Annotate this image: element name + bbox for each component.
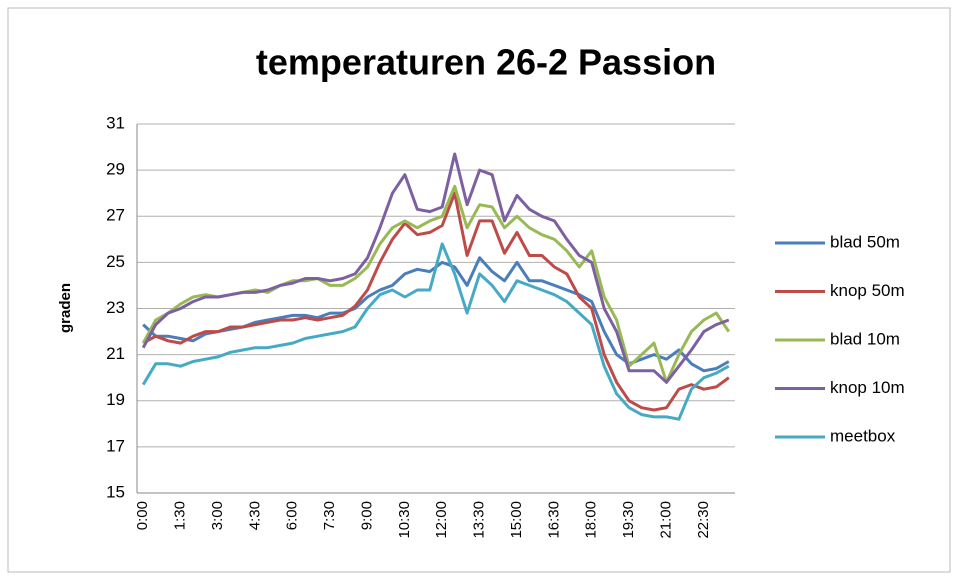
y-tick-label: 19 <box>106 390 125 409</box>
x-tick-label: 16:30 <box>545 501 562 539</box>
x-tick-label: 4:30 <box>246 501 263 530</box>
y-tick-label: 21 <box>106 344 125 363</box>
y-tick-label: 27 <box>106 206 125 225</box>
y-tick-label: 29 <box>106 160 125 179</box>
x-tick-label: 3:00 <box>209 501 226 530</box>
x-tick-label: 18:00 <box>583 501 600 539</box>
legend-label: knop 50m <box>830 281 905 300</box>
chart-title: temperaturen 26-2 Passion <box>256 42 716 83</box>
x-tick-label: 6:00 <box>284 501 301 530</box>
data-line <box>141 152 730 384</box>
x-tick-label: 13:30 <box>471 501 488 539</box>
legend-label: blad 10m <box>830 329 900 348</box>
x-tick-label: 19:30 <box>620 501 637 539</box>
x-tick-label: 21:00 <box>657 501 674 539</box>
x-tick-label: 15:00 <box>508 501 525 539</box>
data-line <box>142 191 730 412</box>
x-tick-label: 22:30 <box>695 501 712 539</box>
x-tick-label: 0:00 <box>134 501 151 530</box>
x-tick-label: 1:30 <box>172 501 189 530</box>
y-tick-label: 17 <box>106 436 125 455</box>
legend-label: knop 10m <box>830 378 905 397</box>
x-tick-label: 10:30 <box>396 501 413 539</box>
y-tick-label: 23 <box>106 298 125 317</box>
data-line <box>141 242 730 421</box>
x-tick-label: 7:30 <box>321 501 338 530</box>
y-axis-title: graden <box>57 283 74 333</box>
legend-label: meetbox <box>830 426 896 445</box>
y-tick-label: 25 <box>106 252 125 271</box>
y-tick-label: 31 <box>106 113 125 132</box>
legend-label: blad 50m <box>830 232 900 251</box>
x-tick-label: 12:00 <box>433 501 450 539</box>
x-tick-label: 9:00 <box>358 501 375 530</box>
y-tick-label: 15 <box>106 482 125 501</box>
